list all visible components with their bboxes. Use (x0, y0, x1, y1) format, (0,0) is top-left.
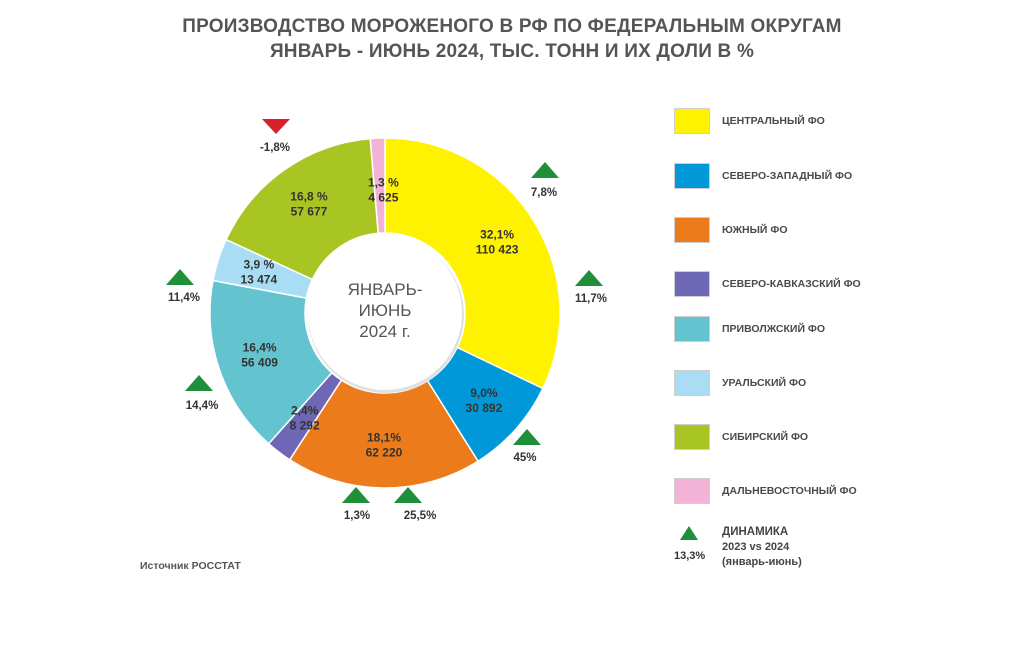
slice-share-label-2: 18,1% (367, 430, 401, 444)
slice-share-label-5: 3,9 % (243, 258, 274, 272)
slice-4 (209, 279, 333, 445)
up-triangle-icon (342, 487, 370, 503)
slice-7 (369, 137, 386, 235)
chart-title-line1: ПРОИЗВОДСТВО МОРОЖЕНОГО В РФ ПО ФЕДЕРАЛЬ… (182, 16, 842, 37)
dynamics-label-4: 1,3% (344, 510, 370, 522)
legend-item: ПРИВОЛЖСКИЙ ФО (674, 316, 825, 342)
dynamics-label-1: 11,7% (575, 293, 607, 305)
slice-value-label-0: 110 423 (476, 242, 519, 256)
slice-value-label-3: 8 292 (290, 418, 320, 432)
center-label-line-1: ИЮНЬ (359, 301, 412, 320)
up-triangle-icon (513, 429, 541, 445)
legend-label: ПРИВОЛЖСКИЙ ФО (722, 323, 826, 335)
legend-label: ЮЖНЫЙ ФО (722, 224, 788, 236)
legend-swatch (674, 271, 710, 297)
slice-value-label-4: 56 409 (241, 356, 278, 370)
slice-share-label-1: 9,0% (470, 386, 498, 400)
slice-0 (384, 137, 561, 390)
slice-value-label-7: 4 625 (368, 191, 398, 205)
up-triangle-icon (680, 526, 698, 540)
legend-swatch (674, 163, 710, 189)
slice-6 (225, 137, 380, 281)
dynamics-legend-value: 13,3% (674, 550, 706, 562)
legend-swatch (674, 478, 710, 504)
slice-share-label-6: 16,8 % (290, 189, 328, 203)
legend-label: ЦЕНТРАЛЬНЫЙ ФО (722, 115, 825, 127)
slice-value-label-5: 13 474 (240, 273, 277, 287)
legend-item: УРАЛЬСКИЙ ФО (674, 370, 806, 396)
legend-swatch (674, 217, 710, 243)
legend-item: ДАЛЬНЕВОСТОЧНЫЙ ФО (674, 478, 857, 504)
slice-value-label-1: 30 892 (466, 401, 503, 415)
up-triangle-icon (394, 487, 422, 503)
dynamics-label-6: 11,4% (168, 292, 200, 304)
up-triangle-icon (575, 270, 603, 286)
legend-swatch (674, 424, 710, 450)
up-triangle-icon (166, 269, 194, 285)
legend-label: СЕВЕРО-КАВКАЗСКИЙ ФО (722, 278, 861, 290)
down-triangle-icon (262, 119, 290, 134)
center-circle (308, 236, 462, 390)
slice-share-label-0: 32,1% (480, 227, 514, 241)
chart-title: ПРОИЗВОДСТВО МОРОЖЕНОГО В РФ ПО ФЕДЕРАЛЬ… (0, 14, 1024, 64)
slice-value-label-6: 57 677 (291, 204, 328, 218)
legend-label: ДАЛЬНЕВОСТОЧНЫЙ ФО (722, 485, 857, 497)
center-label-line-2: 2024 г. (359, 322, 410, 341)
dynamics-legend-period: 2023 vs 2024 (722, 541, 790, 553)
chart-title-line2: ЯНВАРЬ - ИЮНЬ 2024, ТЫС. ТОНН И ИХ ДОЛИ … (269, 41, 755, 62)
legend-label: СИБИРСКИЙ ФО (722, 431, 809, 443)
dynamics-legend-title: ДИНАМИКА (722, 526, 789, 538)
legend-swatch (674, 108, 710, 134)
legend-swatch (674, 370, 710, 396)
dynamics-legend-months: (январь-июнь) (722, 556, 802, 568)
legend-swatch (674, 316, 710, 342)
legend-item: СИБИРСКИЙ ФО (674, 424, 808, 450)
dynamics-label-5: 14,4% (186, 400, 219, 412)
source-note: Источник РОССТАТ (140, 560, 241, 572)
up-triangle-icon (185, 375, 213, 391)
center-label-line-0: ЯНВАРЬ- (348, 280, 423, 299)
dynamics-label-3: 25,5% (404, 510, 437, 522)
dynamics-label-0: 7,8% (531, 187, 557, 199)
legend-item: ЦЕНТРАЛЬНЫЙ ФО (674, 108, 825, 134)
legend-item: СЕВЕРО-ЗАПАДНЫЙ ФО (674, 163, 852, 189)
dynamics-label-2: 45% (513, 452, 536, 464)
slice-value-label-2: 62 220 (366, 445, 403, 459)
slice-share-label-7: 1,3 % (368, 176, 399, 190)
legend-item: СЕВЕРО-КАВКАЗСКИЙ ФО (674, 271, 861, 297)
legend-label: СЕВЕРО-ЗАПАДНЫЙ ФО (722, 170, 853, 182)
up-triangle-icon (531, 162, 559, 178)
legend-item: ЮЖНЫЙ ФО (674, 217, 788, 243)
legend-label: УРАЛЬСКИЙ ФО (722, 377, 807, 389)
slice-share-label-4: 16,4% (243, 341, 277, 355)
slice-share-label-3: 2,4% (291, 403, 319, 417)
dynamics-label-7: -1,8% (260, 142, 290, 154)
dynamics-legend: 13,3% ДИНАМИКА 2023 vs 2024 (январь-июнь… (674, 520, 874, 580)
